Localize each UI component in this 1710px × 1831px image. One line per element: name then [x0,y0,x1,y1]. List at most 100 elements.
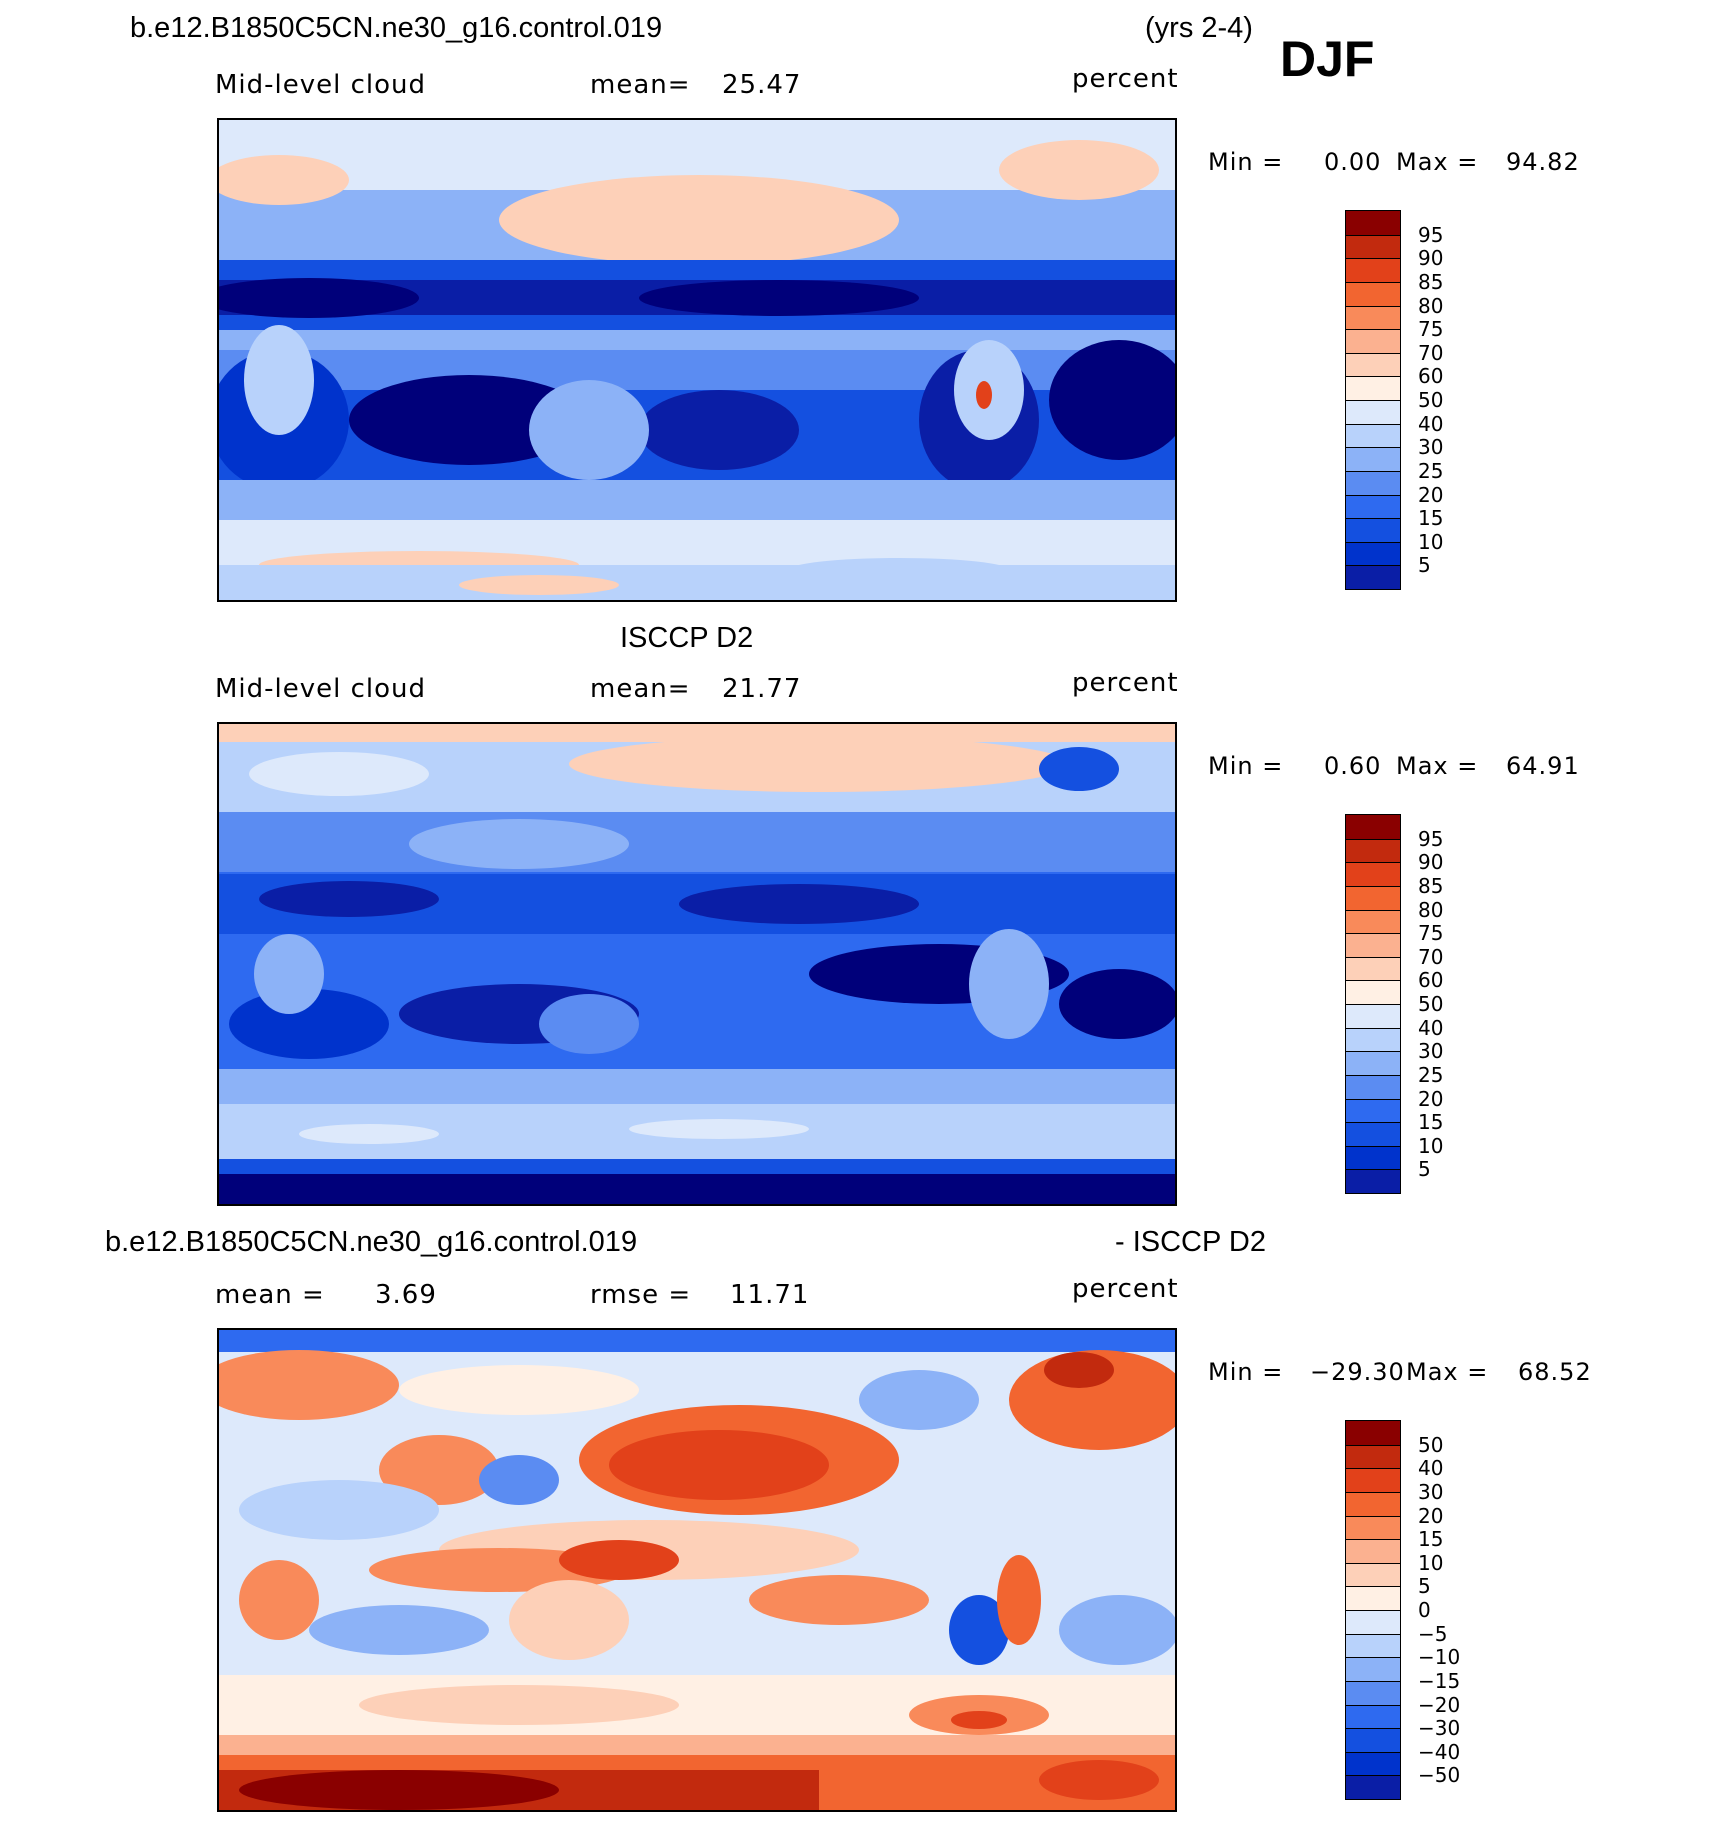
colorbar-box [1346,305,1400,330]
panel3-units: percent [1072,1274,1179,1304]
colorbar-label: 15 [1418,1110,1444,1135]
colorbar-box [1346,1468,1400,1492]
panel2-colorbar: 95 90 85 80 75 70 60 50 40 30 25 20 15 10 5 [1345,814,1443,1194]
colorbar-label: 75 [1418,317,1444,342]
colorbar-box [1346,234,1400,259]
colorbar-box [1346,1004,1400,1028]
panel3-max-label: Max = [1406,1358,1489,1386]
colorbar-label: 85 [1418,269,1444,294]
colorbar-box [1346,281,1400,306]
colorbar-box [1346,862,1400,886]
colorbar-label: 5 [1418,1574,1431,1599]
colorbar-box [1346,956,1400,981]
colorbar-box [1346,1421,1400,1445]
colorbar-label: 60 [1418,364,1444,389]
colorbar-box [1346,494,1400,519]
colorbar-label: 80 [1418,293,1444,318]
panel2-max-label: Max = [1396,752,1479,780]
panel3-rmse-value: 11.71 [730,1280,810,1310]
colorbar-box [1346,1027,1400,1052]
panel3-max-value: 68.52 [1518,1358,1592,1386]
panel3-map-field [219,1330,1175,1810]
panel1-max-value: 94.82 [1506,148,1580,176]
panel1-map-field [219,120,1175,600]
panel2-min-label: Min = [1208,752,1284,780]
colorbar-label: 10 [1418,1133,1444,1158]
colorbar-box [1346,1539,1400,1563]
colorbar-label: 95 [1418,826,1444,851]
colorbar-label: −30 [1418,1716,1461,1741]
colorbar-label: 85 [1418,873,1444,898]
colorbar-label: −20 [1418,1692,1461,1717]
panel1-max-label: Max = [1396,148,1479,176]
colorbar-box [1346,329,1400,353]
colorbar-box [1346,470,1400,495]
colorbar-label: 30 [1418,435,1444,460]
colorbar-label: −10 [1418,1645,1461,1670]
panel2-max-value: 64.91 [1506,752,1580,780]
colorbar-label: 95 [1418,222,1444,247]
years-label: (yrs 2-4) [1145,12,1253,44]
colorbar-label: 25 [1418,458,1444,483]
colorbar-label: 40 [1418,1456,1444,1481]
panel1-map [217,118,1177,602]
colorbar-box [1346,933,1400,957]
colorbar-box [1346,1680,1400,1705]
colorbar-box [1346,447,1400,471]
colorbar-box [1346,838,1400,863]
colorbar-label: 50 [1418,992,1444,1016]
colorbar-label: 80 [1418,897,1444,922]
colorbar-box [1346,1633,1400,1658]
colorbar-box [1346,541,1400,566]
panel3-colorbar: 50 40 30 20 15 10 5 0 −5 −10 −15 −20 −30 −40 −50 [1345,1420,1460,1800]
colorbar-box [1346,1751,1400,1776]
colorbar-label: 70 [1418,340,1444,365]
colorbar-label: 15 [1418,1527,1444,1552]
colorbar-label: 10 [1418,529,1444,554]
panel2-map [217,722,1177,1206]
colorbar-label: 15 [1418,506,1444,531]
colorbar-label: −5 [1418,1621,1448,1646]
colorbar-label: 20 [1418,1503,1444,1528]
panel3-min-value: −29.30 [1310,1358,1405,1386]
panel2-min-value: 0.60 [1324,752,1382,780]
colorbar-label: 20 [1418,482,1444,507]
panel1-mean-value: 25.47 [722,70,802,100]
panel1-units: percent [1072,64,1179,94]
panel2-map-field [219,724,1175,1204]
panel2-mean-label: mean= [590,674,691,704]
panel3-rmse-label: rmse = [590,1280,692,1310]
colorbar-box [1346,1562,1400,1587]
colorbar-box [1346,400,1400,424]
colorbar-box [1346,1444,1400,1469]
colorbar-box [1346,518,1400,542]
colorbar-label: 5 [1418,1157,1431,1182]
colorbar-box [1346,1586,1400,1610]
colorbar-box [1346,1775,1400,1799]
colorbar-label: −15 [1418,1668,1461,1693]
colorbar-box [1346,1657,1400,1681]
colorbar-label: −50 [1418,1763,1461,1788]
case-title: b.e12.B1850C5CN.ne30_g16.control.019 [130,12,663,44]
colorbar-box [1346,1610,1400,1634]
colorbar-label: −40 [1418,1739,1461,1764]
colorbar-label: 60 [1418,968,1444,993]
colorbar-label: 40 [1418,1015,1444,1040]
colorbar-box [1346,1122,1400,1146]
season-label: DJF [1280,31,1375,87]
colorbar-box [1346,258,1400,282]
colorbar-box [1346,909,1400,934]
colorbar-label: 30 [1418,1479,1444,1504]
colorbar-box [1346,1515,1400,1540]
colorbar-label: 25 [1418,1062,1444,1087]
colorbar-box [1346,980,1400,1004]
colorbar-label: 90 [1418,850,1444,875]
panel1-min-value: 0.00 [1324,148,1382,176]
panel3-title-right: - ISCCP D2 [1115,1226,1266,1258]
colorbar-box [1346,1051,1400,1075]
colorbar-label: 75 [1418,921,1444,946]
colorbar-box [1346,1704,1400,1729]
colorbar-box [1346,211,1400,235]
colorbar-box [1346,423,1400,448]
colorbar-box [1346,565,1400,589]
